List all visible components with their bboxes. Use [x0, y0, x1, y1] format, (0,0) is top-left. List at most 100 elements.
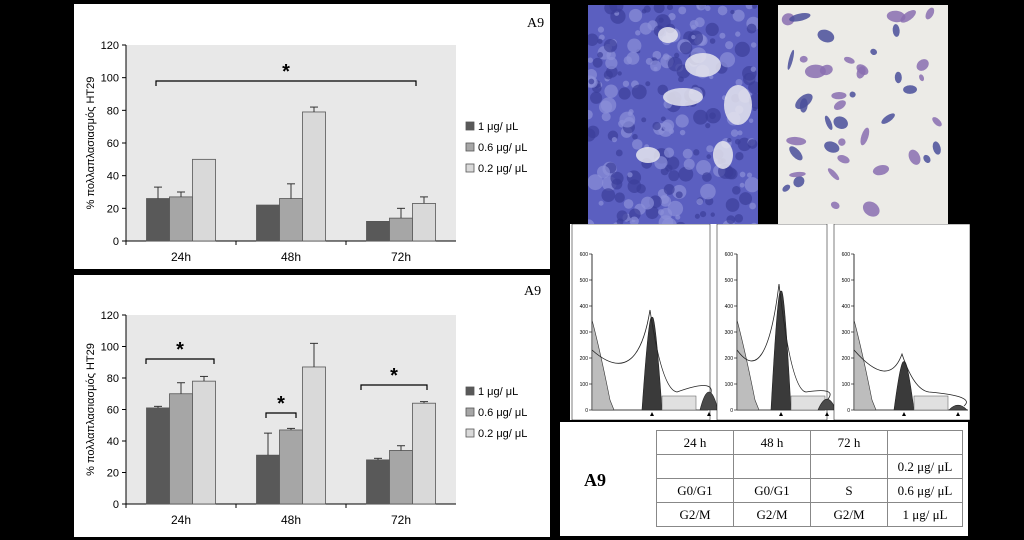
flow-axis-tick: 500: [725, 278, 734, 284]
legend-swatch: [465, 121, 475, 131]
legend-swatch: [465, 386, 475, 396]
flow-axis-tick: 500: [842, 278, 851, 284]
flow-axis-tick: 400: [580, 304, 589, 310]
table-cell: G0/G1: [733, 478, 811, 503]
bar: [389, 217, 413, 242]
significance-star: *: [176, 339, 184, 361]
table-header-cell: 24 h: [656, 430, 734, 455]
table-row: 24 h 48 h 72 h: [656, 430, 963, 455]
y-tick-label: 80: [107, 105, 119, 117]
bar: [256, 454, 280, 505]
bottom-bar-chart: 0 20 40 60 80 100 120 % πολλαπλασιασμός HT29 24h…: [85, 310, 527, 527]
x-tick-label: 48h: [281, 250, 301, 264]
flow-axis-tick: 200: [725, 356, 734, 362]
flow-axis-tick: 100: [580, 382, 589, 388]
flow-axis-tick: 200: [580, 356, 589, 362]
bar: [279, 198, 303, 242]
top-bar-chart: 0 20 40 60 80 100 120 % πολλαπλασιασμός HT29 24h…: [85, 40, 527, 264]
table-label: A9: [584, 470, 606, 490]
y-tick-label: 100: [101, 342, 119, 354]
flow-axis-tick: 0: [585, 408, 588, 414]
microscopy-dense-cells: [588, 5, 758, 230]
bar: [169, 393, 193, 505]
y-tick-label: 40: [107, 436, 119, 448]
table-cell: G2/M: [656, 502, 734, 527]
legend-swatch: [465, 163, 475, 173]
y-tick-label: 20: [107, 203, 119, 215]
flow-axis-tick: 600: [842, 252, 851, 258]
flow-axis-tick: 100: [842, 382, 851, 388]
bar: [146, 198, 170, 242]
flow-axis-tick: 0: [847, 408, 850, 414]
y-tick-label: 120: [101, 40, 119, 52]
panel-tag: A9: [527, 16, 545, 31]
table-cell: S: [810, 478, 888, 503]
flow-axis-tick: 300: [725, 330, 734, 336]
table-cell: 1 μg/ μL: [887, 502, 963, 527]
cell-cycle-table-panel: A9 24 h 48 h 72 h 0.2 μg/ μL G0/G1 G0/G1…: [560, 422, 968, 536]
table-header-cell: 72 h: [810, 430, 888, 455]
table-row: 0.2 μg/ μL: [656, 454, 963, 479]
bar: [192, 158, 216, 242]
legend-label: 1 μg/ μL: [478, 121, 518, 133]
flow-axis-tick: 600: [580, 252, 589, 258]
significance-star: *: [282, 61, 290, 83]
bar: [302, 366, 326, 505]
x-tick-label: 24h: [171, 250, 191, 264]
bar: [366, 459, 390, 505]
y-tick-label: 0: [113, 499, 119, 511]
table-cell: 0.6 μg/ μL: [887, 478, 963, 503]
legend-label: 0.6 μg/ μL: [478, 142, 527, 154]
table-row: G0/G1 G0/G1 S 0.6 μg/ μL: [656, 478, 963, 503]
y-tick-label: 0: [113, 236, 119, 248]
bar: [192, 380, 216, 505]
flow-cytometry-panel: 600 500 400 300 200 100 0 600 500 400 300 200 100 0 60…: [570, 223, 971, 421]
bar: [302, 111, 326, 242]
table-cell: G2/M: [810, 502, 888, 527]
bar: [366, 220, 390, 242]
x-tick-label: 24h: [171, 513, 191, 527]
bar: [146, 407, 170, 505]
y-tick-label: 60: [107, 405, 119, 417]
table-cell: [656, 454, 734, 479]
bar: [412, 203, 436, 242]
flow-axis-tick: 500: [580, 278, 589, 284]
y-tick-label: 20: [107, 468, 119, 480]
bar: [389, 450, 413, 505]
flow-axis-tick: 0: [730, 408, 733, 414]
flow-axis-tick: 600: [725, 252, 734, 258]
y-tick-label: 100: [101, 73, 119, 85]
y-axis-label: % πολλαπλασιασμός HT29: [85, 77, 97, 210]
flow-axis-tick: 300: [842, 330, 851, 336]
significance-bracket: [360, 384, 428, 390]
y-tick-label: 40: [107, 171, 119, 183]
table-cell: G0/G1: [656, 478, 734, 503]
table-cell: 0.2 μg/ μL: [887, 454, 963, 479]
bar: [256, 204, 280, 242]
flow-histograms: 600 500 400 300 200 100 0 600 500 400 300 200 100 0 60…: [571, 223, 971, 421]
cell-cycle-table: 24 h 48 h 72 h 0.2 μg/ μL G0/G1 G0/G1 S …: [656, 430, 963, 527]
table-row: G2/M G2/M G2/M 1 μg/ μL: [656, 502, 963, 527]
microscopy-image-sparse: [778, 5, 948, 230]
significance-star: *: [277, 393, 285, 415]
microscopy-sparse-cells: [778, 5, 948, 230]
x-tick-label: 48h: [281, 513, 301, 527]
flow-axis-tick: 200: [842, 356, 851, 362]
table-header-cell: [887, 430, 963, 455]
legend-swatch: [465, 428, 475, 438]
flow-axis-tick: 400: [842, 304, 851, 310]
x-tick-label: 72h: [391, 513, 411, 527]
significance-bracket: [155, 80, 417, 86]
table-cell: [733, 454, 811, 479]
legend-label: 0.2 μg/ μL: [478, 428, 527, 440]
y-tick-label: 80: [107, 373, 119, 385]
legend-swatch: [465, 407, 475, 417]
top-chart-panel: A9 0 20 40 60 80 100 120 % πολλαπλασιασμός HT29…: [74, 4, 550, 269]
significance-bracket: [145, 358, 215, 364]
bar: [169, 196, 193, 242]
flow-axis-tick: 300: [580, 330, 589, 336]
y-axis-label: % πολλαπλασιασμός HT29: [85, 343, 97, 476]
y-tick-label: 60: [107, 138, 119, 150]
table-header-cell: 48 h: [733, 430, 811, 455]
bar: [279, 429, 303, 505]
